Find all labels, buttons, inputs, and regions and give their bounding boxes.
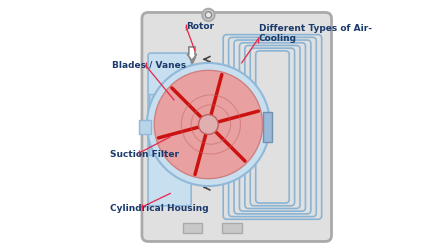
FancyBboxPatch shape [148, 53, 191, 206]
Bar [149, 143, 153, 155]
Text: Suction Filter: Suction Filter [110, 150, 179, 159]
Text: Rotor: Rotor [186, 21, 214, 31]
Text: Blades / Vanes: Blades / Vanes [112, 61, 186, 70]
Bar [182, 223, 202, 233]
Text: Different Types of Air-
Cooling: Different Types of Air- Cooling [258, 24, 371, 43]
Bar [262, 112, 272, 142]
Text: Cylindrical Housing: Cylindrical Housing [110, 204, 208, 213]
Circle shape [147, 63, 269, 186]
FancyArrow shape [187, 47, 196, 61]
Bar [149, 118, 153, 131]
Circle shape [198, 115, 218, 134]
Circle shape [205, 12, 211, 18]
Bar [222, 223, 241, 233]
Bar [149, 94, 153, 106]
FancyBboxPatch shape [141, 12, 331, 242]
Circle shape [154, 70, 262, 179]
Circle shape [202, 9, 214, 21]
Bar [139, 120, 150, 134]
